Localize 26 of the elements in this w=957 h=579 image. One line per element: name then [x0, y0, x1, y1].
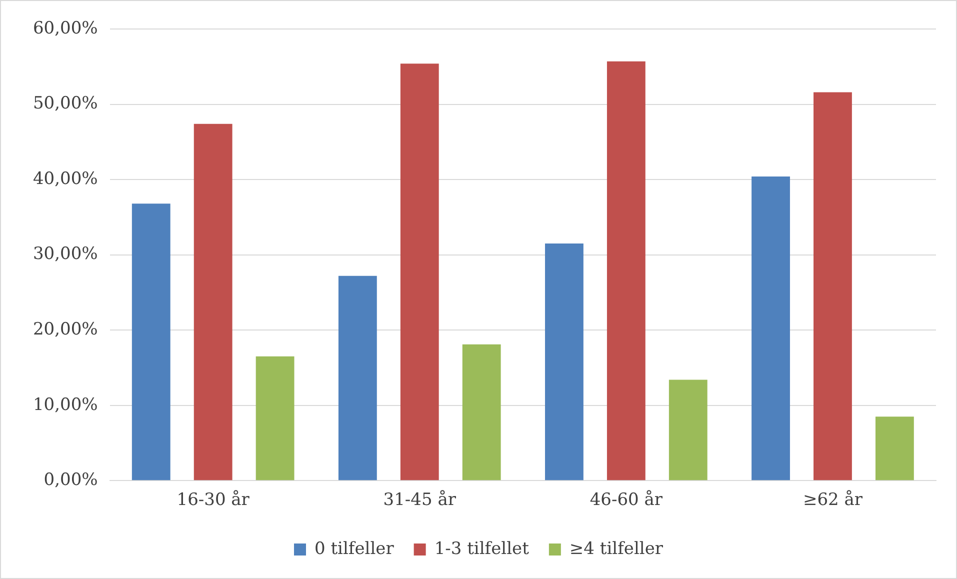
x-tick-label: 16-30 år: [176, 490, 250, 510]
bar: [545, 244, 584, 480]
bar: [400, 64, 439, 480]
legend-label: ≥4 tilfeller: [569, 538, 664, 559]
x-tick-label: ≥62 år: [802, 490, 864, 510]
y-tick-label: 10,00%: [32, 394, 98, 415]
bar: [668, 380, 708, 480]
y-tick-label: 30,00%: [32, 244, 98, 264]
bar: [814, 92, 852, 480]
x-tick-label: 31-45 år: [383, 490, 457, 510]
bar: [132, 204, 170, 480]
bar: [606, 61, 646, 480]
y-tick-label: 50,00%: [32, 94, 98, 114]
y-tick-label: 20,00%: [32, 319, 98, 340]
legend-label: 0 tilfeller: [314, 538, 395, 559]
bar: [338, 276, 377, 480]
x-tick-label: 46-60 år: [590, 490, 664, 510]
bar: [256, 356, 294, 480]
bar: [194, 124, 232, 480]
y-tick-label: 40,00%: [32, 168, 98, 189]
bar: [752, 176, 790, 480]
bar: [462, 344, 501, 480]
y-tick-label: 0,00%: [44, 470, 98, 490]
y-tick-label: 60,00%: [32, 18, 98, 38]
legend-label: 1-3 tilfellet: [434, 538, 530, 559]
bar: [875, 416, 914, 480]
